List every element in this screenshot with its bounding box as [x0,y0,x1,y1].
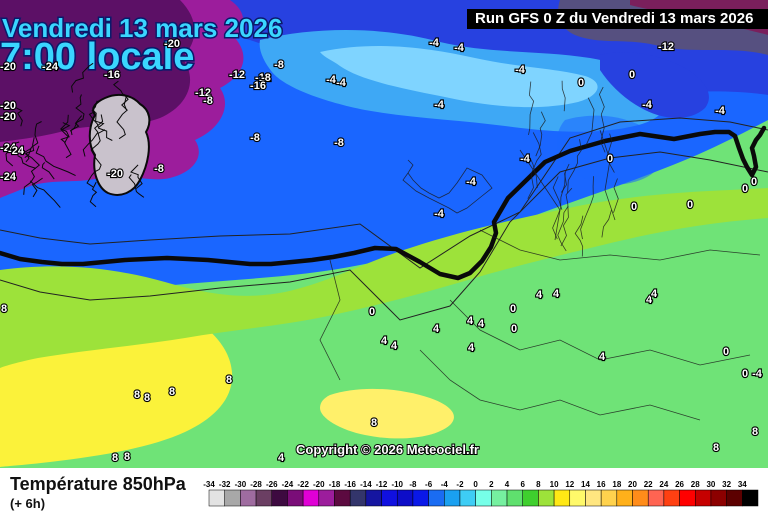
svg-text:-8: -8 [250,132,260,144]
svg-text:0: 0 [473,480,478,489]
svg-text:-2: -2 [456,480,464,489]
svg-text:4: 4 [536,289,543,301]
svg-text:0: 0 [742,183,748,195]
svg-text:-8: -8 [334,137,344,149]
svg-text:22: 22 [644,480,653,489]
svg-text:0: 0 [511,323,517,335]
svg-text:-20: -20 [313,480,325,489]
svg-text:0: 0 [629,69,635,81]
svg-text:-4: -4 [466,176,477,188]
svg-text:8: 8 [1,303,7,315]
svg-text:8: 8 [144,392,150,404]
svg-text:28: 28 [691,480,700,489]
svg-text:-30: -30 [235,480,247,489]
svg-text:-4: -4 [715,105,726,117]
svg-text:8: 8 [112,452,118,464]
svg-text:8: 8 [713,442,719,454]
svg-text:-8: -8 [203,95,213,107]
svg-text:6: 6 [520,480,525,489]
svg-text:-12: -12 [229,69,245,81]
svg-text:-24: -24 [42,61,59,73]
svg-text:-20: -20 [107,168,123,180]
svg-text:8: 8 [134,389,140,401]
svg-text:-6: -6 [425,480,433,489]
svg-text:4: 4 [478,318,485,330]
svg-text:0: 0 [369,306,375,318]
svg-text:-16: -16 [344,480,356,489]
svg-text:10: 10 [550,480,559,489]
svg-text:12: 12 [565,480,574,489]
svg-text:-12: -12 [376,480,388,489]
svg-text:4: 4 [468,342,475,354]
svg-text:18: 18 [612,480,621,489]
svg-text:8: 8 [371,417,377,429]
svg-text:-8: -8 [261,72,271,84]
svg-text:-26: -26 [266,480,278,489]
svg-text:-24: -24 [8,145,25,157]
svg-text:16: 16 [597,480,606,489]
svg-text:-20: -20 [0,61,16,73]
svg-text:0: 0 [742,368,748,380]
svg-text:-22: -22 [297,480,309,489]
svg-text:8: 8 [169,386,175,398]
svg-text:4: 4 [381,335,388,347]
svg-text:-4: -4 [336,77,347,89]
svg-text:-4: -4 [642,99,653,111]
svg-text:26: 26 [675,480,684,489]
svg-text:20: 20 [628,480,637,489]
svg-text:-4: -4 [441,480,449,489]
svg-text:0: 0 [607,153,613,165]
svg-text:0: 0 [687,199,693,211]
svg-text:-24: -24 [282,480,294,489]
svg-text:4: 4 [651,288,658,300]
svg-text:-34: -34 [203,480,215,489]
svg-text:24: 24 [659,480,668,489]
svg-text:-14: -14 [360,480,372,489]
svg-text:4: 4 [433,323,440,335]
svg-text:-4: -4 [520,153,531,165]
svg-text:-8: -8 [409,480,417,489]
svg-text:-4: -4 [434,208,445,220]
svg-text:8: 8 [226,374,232,386]
svg-text:-4: -4 [434,99,445,111]
svg-text:14: 14 [581,480,590,489]
svg-text:8: 8 [752,426,758,438]
svg-text:-8: -8 [154,163,164,175]
svg-text:32: 32 [722,480,731,489]
svg-text:4: 4 [505,480,510,489]
svg-text:8: 8 [124,451,130,463]
svg-text:-16: -16 [104,69,120,81]
svg-text:-24: -24 [0,171,17,183]
svg-text:-18: -18 [329,480,341,489]
svg-text:-4: -4 [429,37,440,49]
svg-text:0: 0 [751,176,757,188]
svg-text:-12: -12 [658,41,674,53]
svg-text:-10: -10 [391,480,403,489]
svg-text:4: 4 [553,288,560,300]
svg-text:4: 4 [467,315,474,327]
svg-text:4: 4 [278,452,285,464]
svg-text:4: 4 [391,340,398,352]
svg-text:-20: -20 [0,111,16,123]
svg-text:-8: -8 [274,59,284,71]
svg-text:-4: -4 [752,368,763,380]
svg-text:2: 2 [489,480,494,489]
svg-text:4: 4 [599,351,606,363]
svg-text:30: 30 [706,480,715,489]
svg-text:0: 0 [578,77,584,89]
svg-text:-20: -20 [164,38,180,50]
svg-text:-4: -4 [515,64,526,76]
svg-text:-4: -4 [454,42,465,54]
svg-text:-28: -28 [250,480,262,489]
svg-text:0: 0 [631,201,637,213]
svg-text:0: 0 [723,346,729,358]
svg-text:8: 8 [536,480,541,489]
svg-text:-32: -32 [219,480,231,489]
svg-text:34: 34 [738,480,747,489]
svg-text:0: 0 [510,303,516,315]
